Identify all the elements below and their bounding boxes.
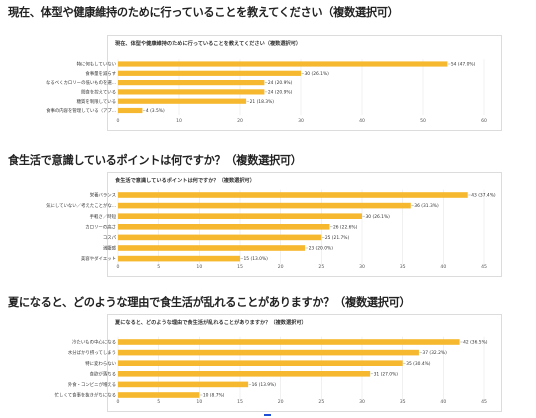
data-label: 30 (26.1%) [305, 71, 330, 77]
x-tick-label: 30 [359, 264, 365, 270]
x-tick-label: 35 [400, 399, 406, 405]
chart-title: 現在、体型や健康維持のために行っていることを教えてください（複数選択可） [115, 41, 302, 47]
data-label: 16 (13.9%) [252, 382, 277, 388]
chart-panel-health-activities: 現在、体型や健康維持のために行っていることを教えてください（複数選択可） 0 10… [46, 35, 502, 131]
question-title-3: 夏になると、どのような理由で食生活が乱れることがありますか？（複数選択可） [8, 296, 411, 309]
data-label: 21 (18.3%) [250, 99, 275, 105]
x-tick-label: 60 [481, 118, 487, 124]
category-label: 食欲が落ちる [90, 370, 116, 377]
bar [118, 371, 371, 377]
x-tick-label: 30 [298, 118, 304, 124]
category-label: 特に何もしていない [77, 61, 117, 68]
bar [118, 70, 301, 76]
x-tick-label: 40 [440, 399, 446, 405]
category-label: 糖質を制限している [77, 98, 116, 105]
category-label: 栄養バランス [90, 192, 116, 199]
x-tick-label: 10 [196, 399, 202, 405]
bar [118, 192, 468, 198]
data-label: 37 (32.2%) [422, 350, 447, 356]
category-label: カロリーの高さ [85, 223, 116, 230]
chart-panel-summer-diet-reasons: 夏になると、どのような理由で食生活が乱れることがありますか？（複数選択可） 0 5… [55, 314, 502, 412]
x-tick-label: 5 [157, 264, 160, 270]
data-label: 30 (26.1%) [366, 214, 391, 220]
scroll-indicator [264, 414, 271, 416]
category-label: 忙しくて食事を抜きがちになる [55, 392, 116, 399]
x-tick-label: 40 [359, 118, 365, 124]
bar [118, 224, 330, 230]
data-label: 31 (27.0%) [374, 371, 399, 377]
bar [118, 234, 322, 241]
bar-chart-health-activities: 0 10 20 30 40 50 60 特に何もしていない 54 (47.0%) 食事量を減らす 3… [46, 59, 487, 124]
x-tick-label: 15 [237, 264, 243, 270]
bar [118, 255, 240, 262]
bar-chart-diet-points: 0 5 10 15 20 25 30 35 40 45 栄養バランス 43 (37.4%) 気にしていな… [46, 189, 496, 270]
question-title-2: 食生活で意識しているポイントは何ですか？（複数選択可） [8, 154, 302, 167]
bar [118, 339, 460, 345]
x-tick-label: 10 [176, 118, 182, 124]
x-tick-label: 20 [237, 118, 243, 124]
bar [118, 89, 265, 95]
data-label: 36 (31.3%) [414, 203, 439, 209]
bar [118, 349, 419, 356]
category-label: 食事量を減らす [85, 70, 116, 77]
x-tick-label: 20 [278, 264, 284, 270]
x-tick-label: 30 [359, 399, 365, 405]
x-tick-label: 5 [157, 399, 160, 405]
data-label: 26 (22.6%) [333, 224, 358, 230]
x-tick-label: 10 [196, 264, 202, 270]
x-tick-label: 45 [481, 264, 487, 270]
bar [118, 107, 143, 114]
category-label: 間食を控えている [81, 89, 116, 96]
bar [118, 98, 247, 104]
category-label: 美容やダイエット [81, 255, 116, 262]
x-tick-label: 0 [117, 399, 120, 405]
bar-chart-summer-diet-reasons: 0 5 10 15 20 25 30 35 40 45 冷たいもの中心になる 42 (36.5%) 水分… [55, 336, 488, 405]
category-label: 水分ばかり摂ってしまう [68, 349, 116, 356]
data-label: 24 (20.9%) [268, 80, 293, 86]
category-label: 手軽さ／時短 [90, 213, 117, 220]
category-label: 気にしていない／考えたことがな... [46, 202, 116, 209]
x-tick-label: 25 [318, 399, 324, 405]
data-label: 24 (20.9%) [268, 90, 293, 96]
category-label: 冷たいもの中心になる [72, 339, 116, 346]
bar [118, 392, 200, 398]
bar [118, 80, 265, 86]
category-label: 食事の内容を管理している（アプ... [46, 107, 116, 114]
data-label: 10 (8.7%) [203, 393, 225, 399]
x-tick-label: 0 [117, 118, 120, 124]
x-tick-label: 50 [420, 118, 426, 124]
category-label: なるべくカロリーの低いものを選... [46, 79, 116, 86]
data-label: 23 (20.0%) [309, 246, 334, 252]
x-tick-label: 40 [440, 264, 446, 270]
bar [118, 245, 306, 251]
bar [118, 202, 411, 209]
data-label: 43 (37.4%) [471, 193, 496, 199]
chart-title: 食生活で意識しているポイントは何ですか？（複数選択可） [115, 178, 255, 184]
x-tick-label: 45 [481, 399, 487, 405]
data-label: 25 (21.7%) [325, 235, 350, 241]
chart-panel-diet-points: 食生活で意識しているポイントは何ですか？（複数選択可） 0 5 10 15 20 25 30… [46, 172, 502, 277]
category-label: コスパ [103, 235, 117, 241]
data-label: 42 (36.5%) [463, 340, 488, 346]
chart-title: 夏になると、どのような理由で食生活が乱れることがありますか？（複数選択可） [115, 320, 307, 326]
x-tick-label: 35 [400, 264, 406, 270]
category-label: 外食・コンビニが増える [68, 381, 116, 388]
category-label: 満腹感 [103, 245, 117, 252]
x-tick-label: 15 [237, 399, 243, 405]
category-label: 特に変わらない [85, 360, 116, 367]
data-label: 54 (47.0%) [451, 62, 476, 68]
data-label: 4 (3.5%) [146, 108, 165, 114]
x-tick-label: 0 [117, 264, 120, 270]
bar [118, 381, 249, 388]
data-label: 15 (13.0%) [244, 256, 269, 262]
data-label: 35 (30.4%) [406, 361, 431, 367]
x-tick-label: 20 [278, 399, 284, 405]
bar [118, 360, 403, 366]
bar [118, 61, 448, 67]
bar [118, 213, 362, 219]
question-title-1: 現在、体型や健康維持のために行っていることを教えてください（複数選択可） [8, 6, 399, 19]
x-tick-label: 25 [318, 264, 324, 270]
